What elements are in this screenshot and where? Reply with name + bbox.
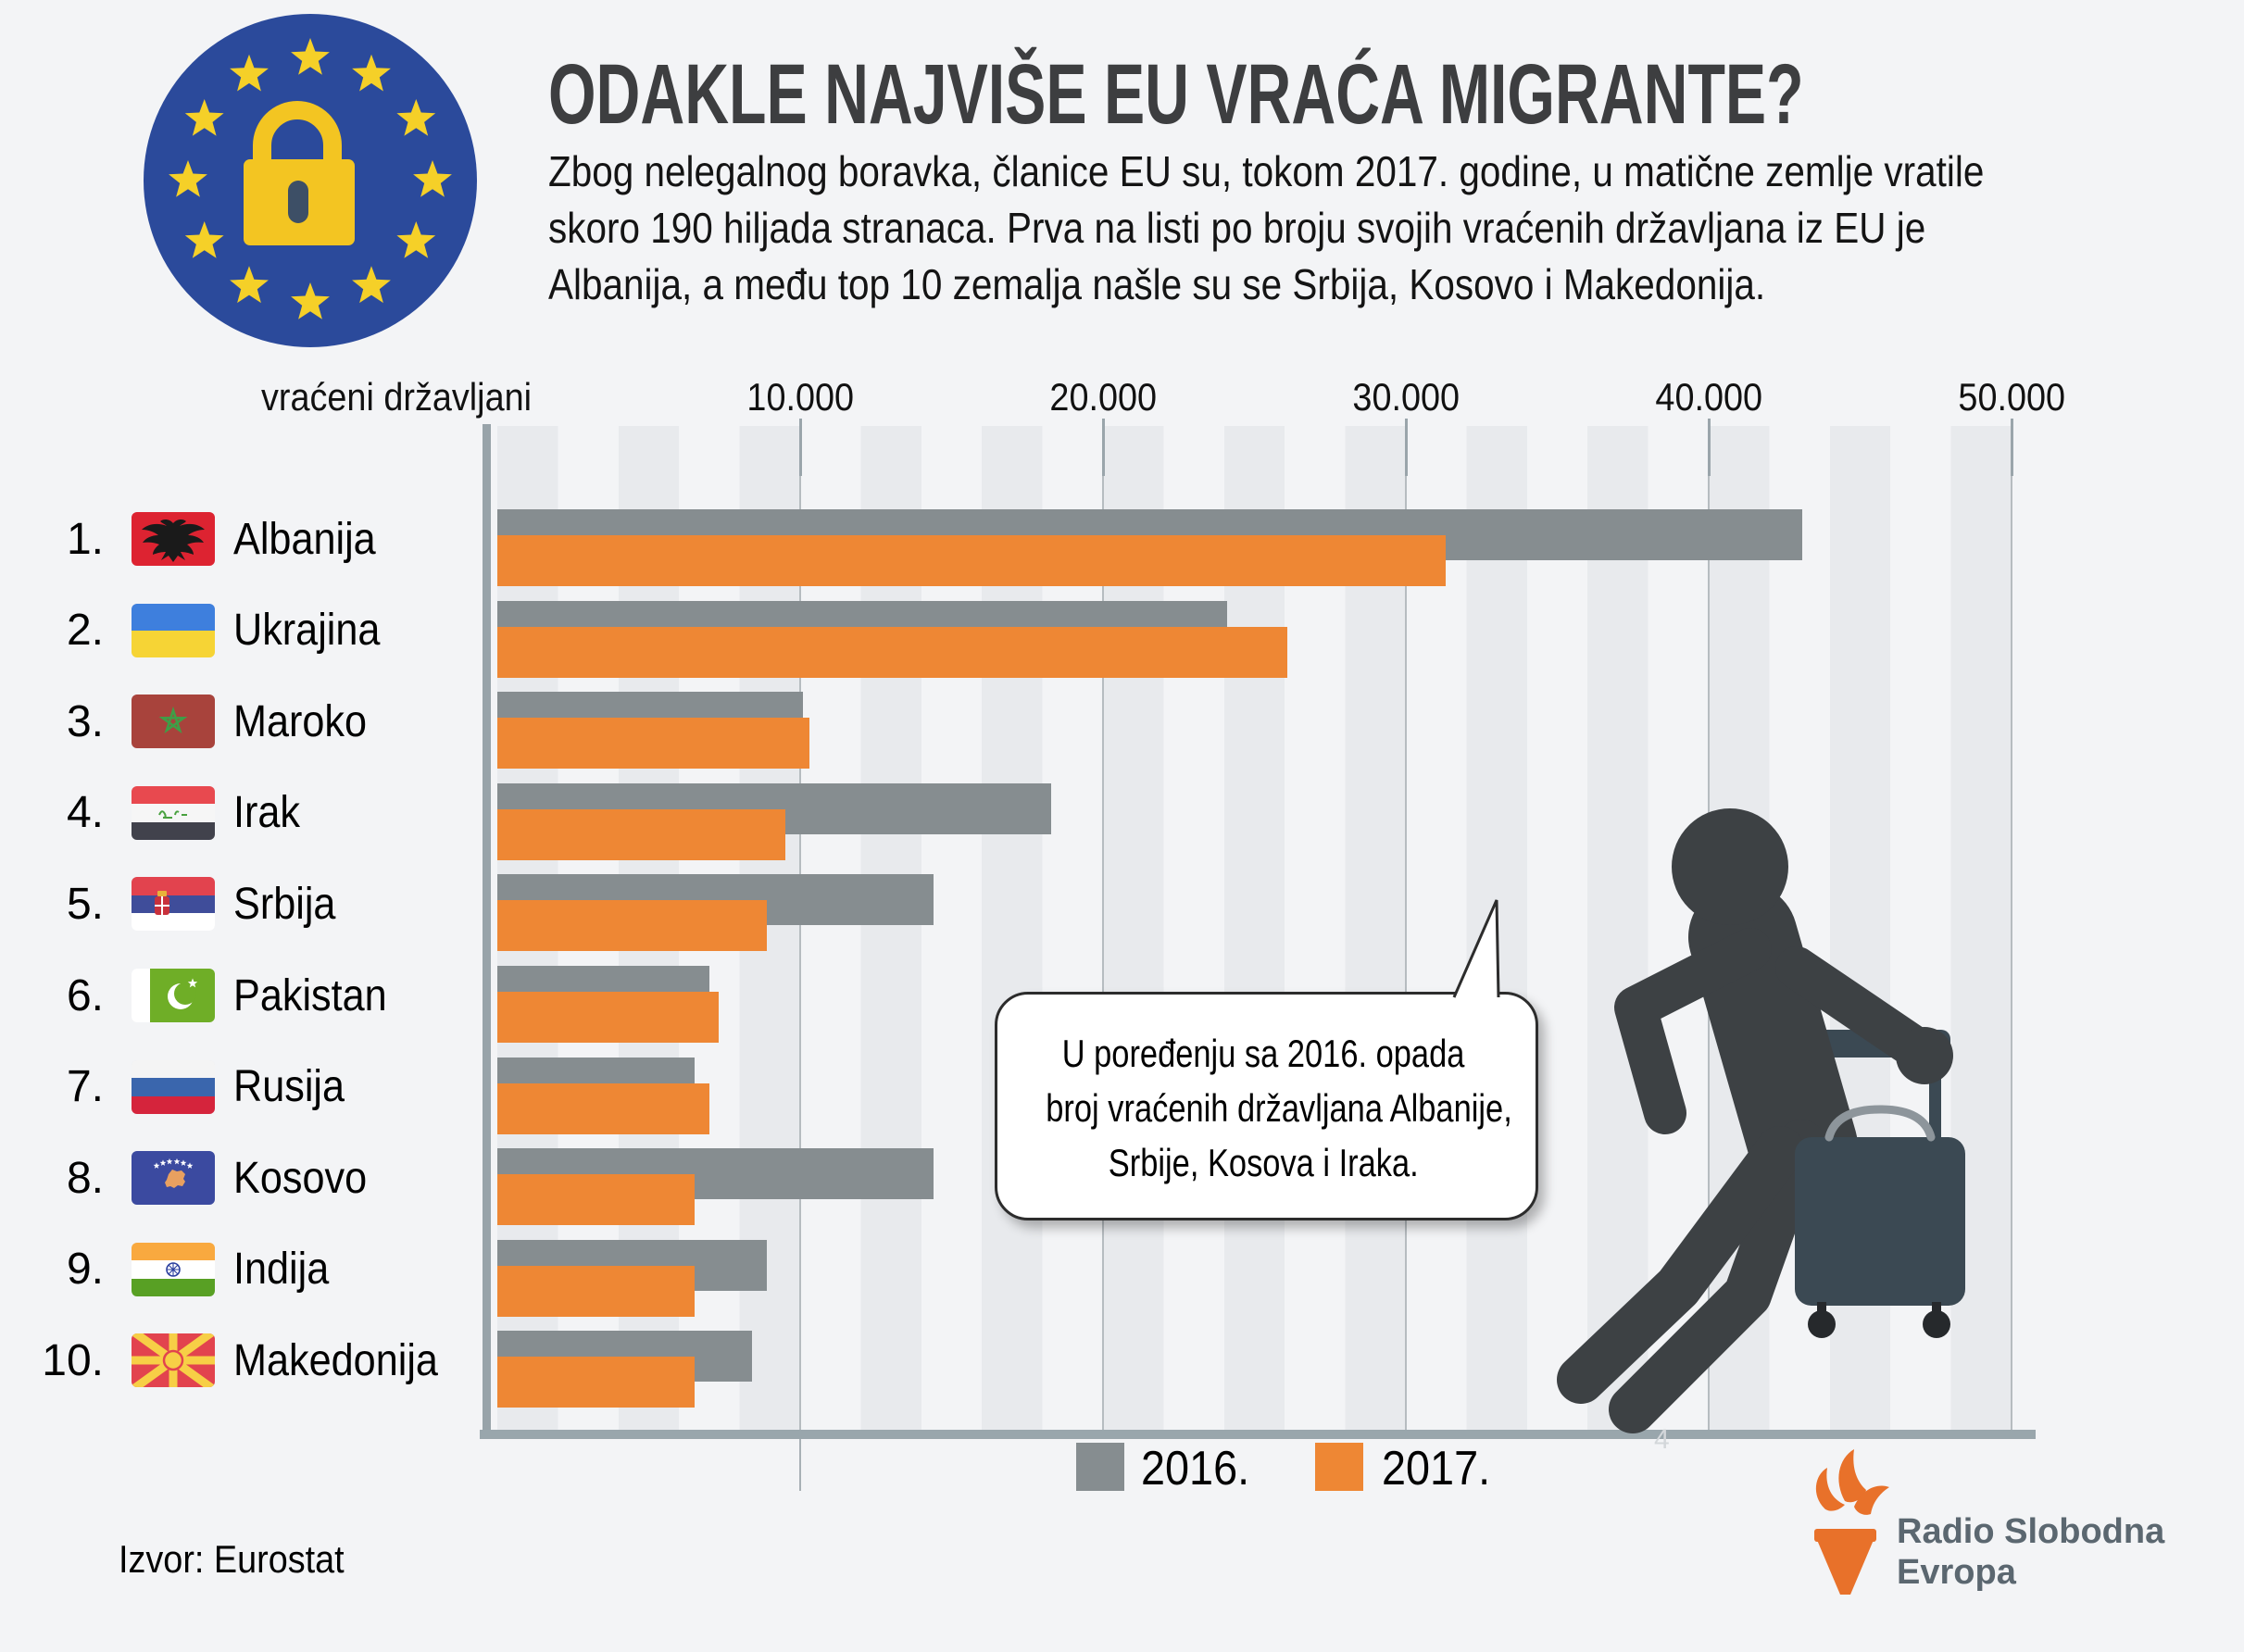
country-name: Srbija [233,879,336,929]
rank-label: 10. [42,1335,104,1385]
country-name: Makedonija [233,1335,438,1385]
stray-mark: 4 [1654,1424,1670,1455]
x-axis-baseline [480,1430,2036,1439]
tick-mark [799,419,802,476]
radio-slobodna-evropa-wordmark: Radio Slobodna Evropa [1897,1512,2165,1592]
country-row-macedonia: 10. Makedonija [0,1332,496,1389]
bar-2017-india [497,1265,695,1317]
radio-slobodna-evropa-torch-icon [1814,1449,1889,1595]
x-axis-title: vraćeni državljani [261,375,533,419]
x-tick-label: 50.000 [1958,375,2065,419]
country-name: Maroko [233,696,368,746]
bar-2017-ukraine [497,626,1287,678]
annotation-bubble [995,992,1538,1220]
country-row-albania: 1. Albanija [0,510,496,568]
rank-label: 8. [66,1153,104,1203]
flag-iraq-icon [132,785,215,840]
country-name: Indija [233,1245,330,1295]
flag-kosovo-icon [132,1151,215,1206]
subtitle-line: skoro 190 hiljada stranaca. Prva na list… [548,204,1926,252]
gridline [2011,426,2012,1433]
bar-2017-morocco [497,718,809,770]
flag-albania-icon [132,512,215,566]
bar-2017-pakistan [497,992,719,1043]
bar-2017-iraq [497,808,785,860]
tick-mark [2011,419,2013,476]
legend-swatch-2017 [1315,1443,1363,1491]
rank-label: 6. [66,970,104,1020]
bar-2017-russia [497,1083,709,1134]
flag-pakistan-icon [132,969,215,1022]
country-name: Albanija [233,514,376,564]
gridline [799,426,801,1433]
flag-morocco-icon [132,695,215,749]
country-row-kosovo: 8. Kosovo [0,1149,496,1207]
source-text: Izvor: Eurostat [119,1537,345,1581]
country-name: Irak [233,788,301,838]
x-tick-label: 20.000 [1049,375,1157,419]
annotation-bubble-tail [1452,899,1500,998]
flag-russia-icon [132,1059,215,1114]
rank-label: 9. [66,1245,104,1295]
country-row-iraq: 4. Irak [0,784,496,842]
flag-ukraine-icon [132,603,215,657]
x-tick-label: 10.000 [746,375,854,419]
rank-label: 5. [66,879,104,929]
country-name: Kosovo [233,1153,368,1203]
country-row-pakistan: 6. Pakistan [0,967,496,1024]
eu-padlock-logo-icon [144,14,477,347]
gridline [1102,426,1104,1433]
bar-2017-serbia [497,900,767,952]
eu-stars-icon [169,38,452,319]
tick-mark [1102,419,1105,476]
country-row-india: 9. Indija [0,1241,496,1298]
tick-mark-below-baseline [799,1438,801,1491]
y-axis-line [483,424,491,1438]
rank-label: 7. [66,1062,104,1112]
bar-2017-kosovo [497,1174,695,1226]
bar-2017-macedonia [497,1357,695,1408]
country-name: Pakistan [233,970,387,1020]
legend-swatch-2016 [1076,1443,1124,1491]
country-name: Ukrajina [233,606,381,656]
tick-mark [1405,419,1408,476]
country-row-russia: 7. Rusija [0,1058,496,1116]
rank-label: 1. [66,514,104,564]
rank-label: 2. [66,606,104,656]
gridline [1405,426,1407,1433]
country-row-morocco: 3. Maroko [0,693,496,750]
rank-label: 3. [66,696,104,746]
country-row-serbia: 5. Srbija [0,875,496,932]
flag-serbia-icon [132,877,215,932]
country-row-ukraine: 2. Ukrajina [0,602,496,659]
x-tick-label: 40.000 [1655,375,1762,419]
annotation-text: U poređenju sa 2016. opada broj vraćenih… [1046,1032,1512,1184]
flag-india-icon [132,1242,215,1296]
subtitle-line: Zbog nelegalnog boravka, članice EU su, … [548,147,1985,195]
legend-label-2016: 2016. [1141,1442,1250,1496]
tick-mark [1708,419,1711,476]
rank-label: 4. [66,788,104,838]
flag-macedonia-icon [132,1333,215,1388]
page-title: ODAKLE NAJVIŠE EU VRAĆA MIGRANTE? [548,47,1804,142]
subtitle-line: Albanija, a među top 10 zemalja našle su… [548,260,1766,308]
country-name: Rusija [233,1062,345,1112]
legend-label-2017: 2017. [1382,1442,1491,1496]
bar-2017-albania [497,535,1446,586]
migrant-with-suitcase-icon [1557,808,1965,1433]
x-tick-label: 30.000 [1352,375,1460,419]
